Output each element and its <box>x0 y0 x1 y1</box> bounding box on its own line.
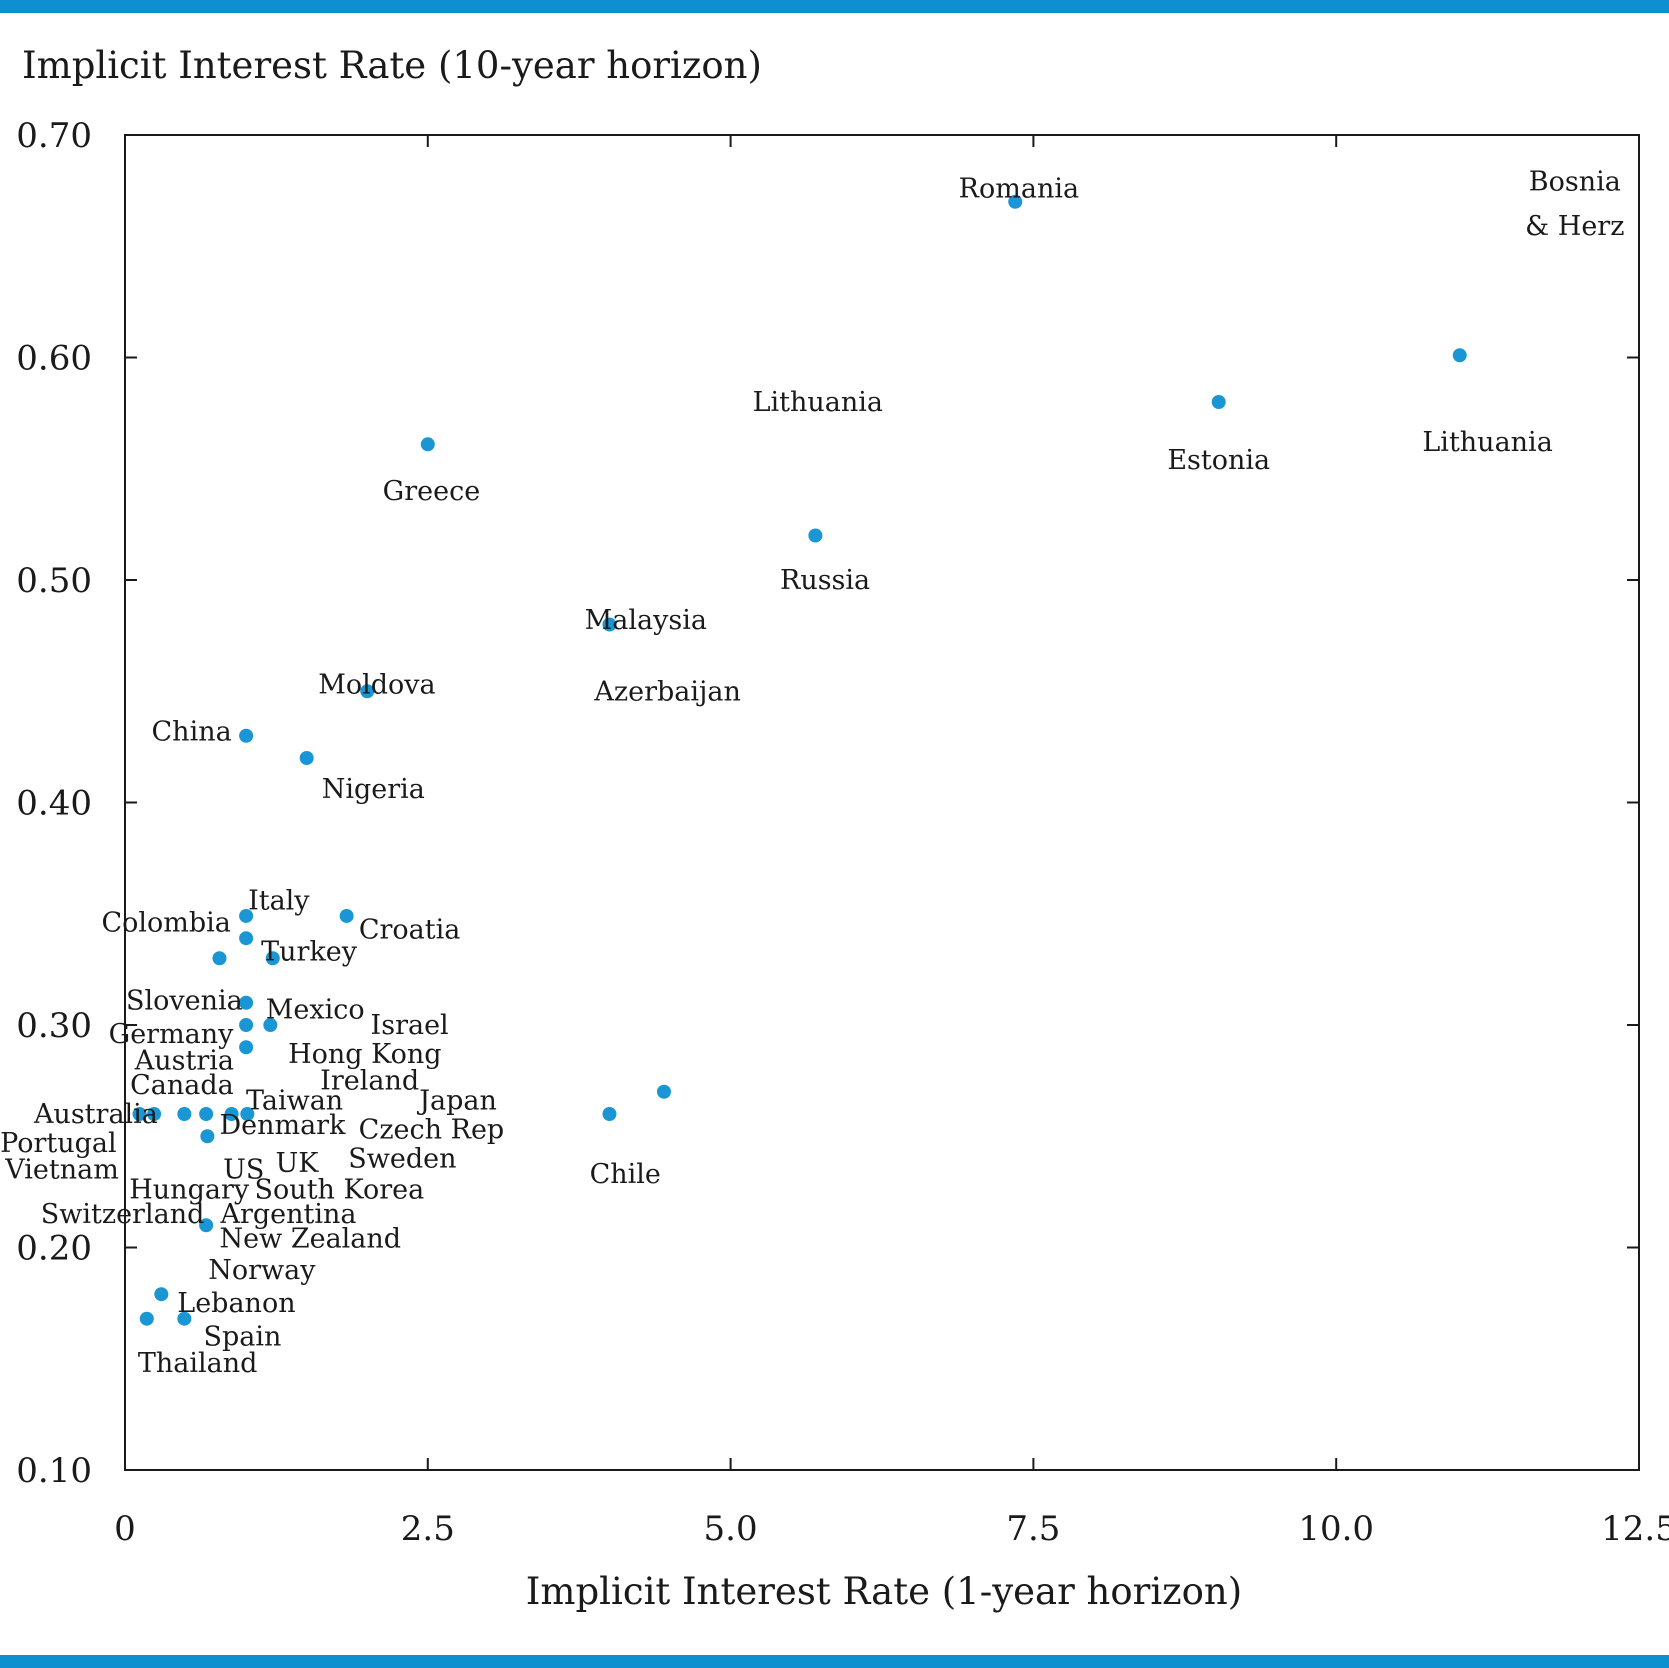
data-point <box>224 1107 239 1121</box>
point-label: Czech Rep <box>359 1115 505 1146</box>
x-tick-label: 12.5 <box>1601 1509 1669 1549</box>
data-point <box>808 528 823 543</box>
point-label: Romania <box>959 173 1079 204</box>
data-points <box>132 194 1467 1326</box>
point-label: Portugal <box>0 1128 117 1159</box>
point-label: Estonia <box>1167 445 1270 476</box>
x-axis: 0 2.5 5.0 7.5 10.0 12.5 <box>114 135 1669 1549</box>
data-point <box>177 1311 192 1326</box>
y-axis: 0.70 0.60 0.50 0.40 0.30 0.20 0.10 <box>16 116 1639 1491</box>
point-label: & Herz <box>1525 211 1624 242</box>
point-label: Mexico <box>266 994 365 1025</box>
point-label: Colombia <box>101 908 230 939</box>
y-tick-label: 0.70 <box>16 116 92 156</box>
point-label: Lebanon <box>177 1288 295 1319</box>
point-label: New Zealand <box>220 1224 402 1255</box>
point-label: Italy <box>248 885 310 916</box>
point-label: Turkey <box>261 937 358 968</box>
y-axis-title: Implicit Interest Rate (10-year horizon) <box>22 44 762 87</box>
x-tick-label: 5.0 <box>704 1509 758 1549</box>
data-point <box>239 931 254 946</box>
data-point <box>239 995 254 1010</box>
data-point <box>199 1107 214 1121</box>
x-tick-label: 0 <box>114 1509 136 1549</box>
point-label: Malaysia <box>585 605 707 636</box>
data-point <box>656 1084 671 1099</box>
data-point <box>212 951 227 966</box>
point-label: Switzerland <box>41 1199 205 1230</box>
data-point <box>602 617 617 632</box>
x-tick-label: 2.5 <box>401 1509 455 1549</box>
data-point <box>132 1107 147 1121</box>
data-point <box>239 1018 254 1032</box>
point-label: Germany <box>109 1019 235 1050</box>
point-label: Hungary <box>129 1175 250 1206</box>
point-label: Chile <box>590 1159 661 1190</box>
point-label: China <box>152 716 232 747</box>
data-point <box>200 1129 215 1144</box>
point-label: US <box>223 1155 264 1186</box>
data-point <box>263 1018 278 1032</box>
point-label: Lithuania <box>1422 427 1552 458</box>
point-label: Russia <box>780 565 870 596</box>
point-label: Croatia <box>359 914 461 945</box>
point-label: Ireland <box>320 1066 419 1097</box>
point-label: Denmark <box>219 1110 346 1141</box>
point-label: Sweden <box>348 1144 456 1175</box>
data-point <box>154 1287 169 1302</box>
data-point <box>265 951 280 966</box>
y-tick-label: 0.50 <box>16 561 92 601</box>
point-label: South Korea <box>255 1175 425 1206</box>
point-label: Austria <box>134 1046 234 1077</box>
point-label: Argentina <box>219 1199 356 1230</box>
data-point <box>240 1107 255 1121</box>
point-label: Greece <box>383 476 481 507</box>
data-point <box>420 437 435 452</box>
data-point <box>602 1107 617 1121</box>
point-label: Canada <box>130 1070 234 1101</box>
data-point <box>139 1311 154 1326</box>
data-point <box>299 751 314 765</box>
data-point <box>239 728 254 743</box>
x-tick-label: 7.5 <box>1006 1509 1060 1549</box>
point-label: Thailand <box>138 1348 258 1379</box>
point-label: Azerbaijan <box>593 676 740 707</box>
data-point <box>339 908 354 923</box>
data-point <box>1008 194 1023 209</box>
point-label: Hong Kong <box>288 1039 441 1070</box>
y-tick-label: 0.10 <box>16 1451 92 1491</box>
y-tick-label: 0.20 <box>16 1229 92 1269</box>
point-label: Australia <box>33 1099 158 1130</box>
data-point <box>239 1040 254 1055</box>
point-label: Spain <box>204 1322 282 1353</box>
point-label: Taiwan <box>246 1086 343 1117</box>
data-point <box>199 1218 214 1233</box>
data-point <box>177 1107 192 1121</box>
data-point <box>1211 395 1226 409</box>
data-point <box>1452 348 1467 363</box>
point-label: Norway <box>208 1255 316 1286</box>
point-labels: Romania Bosnia & Herz Lithuania Lithuania Est… <box>0 167 1624 1379</box>
point-label: Bosnia <box>1529 167 1621 198</box>
point-label: Nigeria <box>322 774 425 805</box>
x-axis-title: Implicit Interest Rate (1-year horizon) <box>526 1570 1242 1613</box>
point-label: Slovenia <box>126 986 243 1017</box>
x-tick-label: 10.0 <box>1298 1509 1374 1549</box>
point-label: Moldova <box>318 670 435 701</box>
point-label: UK <box>276 1148 320 1179</box>
bottom-accent-band <box>0 1655 1669 1668</box>
point-label: Vietnam <box>4 1155 119 1186</box>
data-point <box>360 684 375 699</box>
y-tick-label: 0.40 <box>16 784 92 824</box>
data-point <box>147 1107 162 1121</box>
y-tick-label: 0.30 <box>16 1006 92 1046</box>
point-label: Israel <box>371 1010 449 1041</box>
point-label: Japan <box>416 1086 497 1117</box>
point-label: Lithuania <box>753 387 883 418</box>
data-point <box>239 908 254 923</box>
y-tick-label: 0.60 <box>16 339 92 379</box>
top-accent-band <box>0 0 1669 13</box>
